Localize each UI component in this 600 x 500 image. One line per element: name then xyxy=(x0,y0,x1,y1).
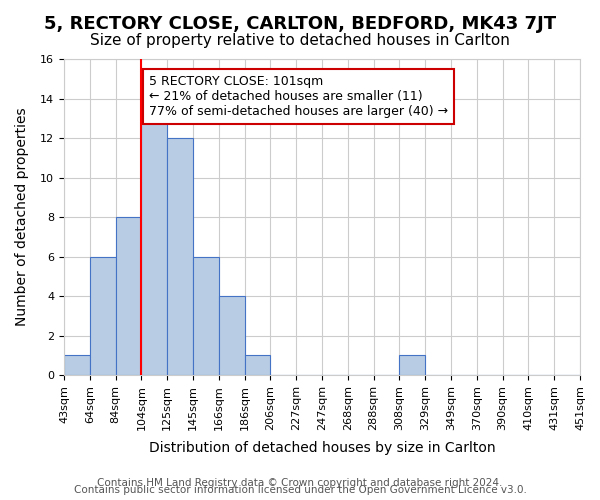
Text: Contains public sector information licensed under the Open Government Licence v3: Contains public sector information licen… xyxy=(74,485,526,495)
Bar xyxy=(116,217,142,375)
Bar xyxy=(245,356,271,375)
Bar xyxy=(90,256,116,375)
Bar xyxy=(142,118,167,375)
Bar xyxy=(64,356,90,375)
Text: Contains HM Land Registry data © Crown copyright and database right 2024.: Contains HM Land Registry data © Crown c… xyxy=(97,478,503,488)
Text: 5 RECTORY CLOSE: 101sqm
← 21% of detached houses are smaller (11)
77% of semi-de: 5 RECTORY CLOSE: 101sqm ← 21% of detache… xyxy=(149,75,448,118)
Text: 5, RECTORY CLOSE, CARLTON, BEDFORD, MK43 7JT: 5, RECTORY CLOSE, CARLTON, BEDFORD, MK43… xyxy=(44,15,556,33)
Bar xyxy=(167,138,193,375)
Text: Size of property relative to detached houses in Carlton: Size of property relative to detached ho… xyxy=(90,32,510,48)
X-axis label: Distribution of detached houses by size in Carlton: Distribution of detached houses by size … xyxy=(149,441,495,455)
Bar xyxy=(193,256,219,375)
Y-axis label: Number of detached properties: Number of detached properties xyxy=(15,108,29,326)
Bar xyxy=(219,296,245,375)
Bar xyxy=(400,356,425,375)
